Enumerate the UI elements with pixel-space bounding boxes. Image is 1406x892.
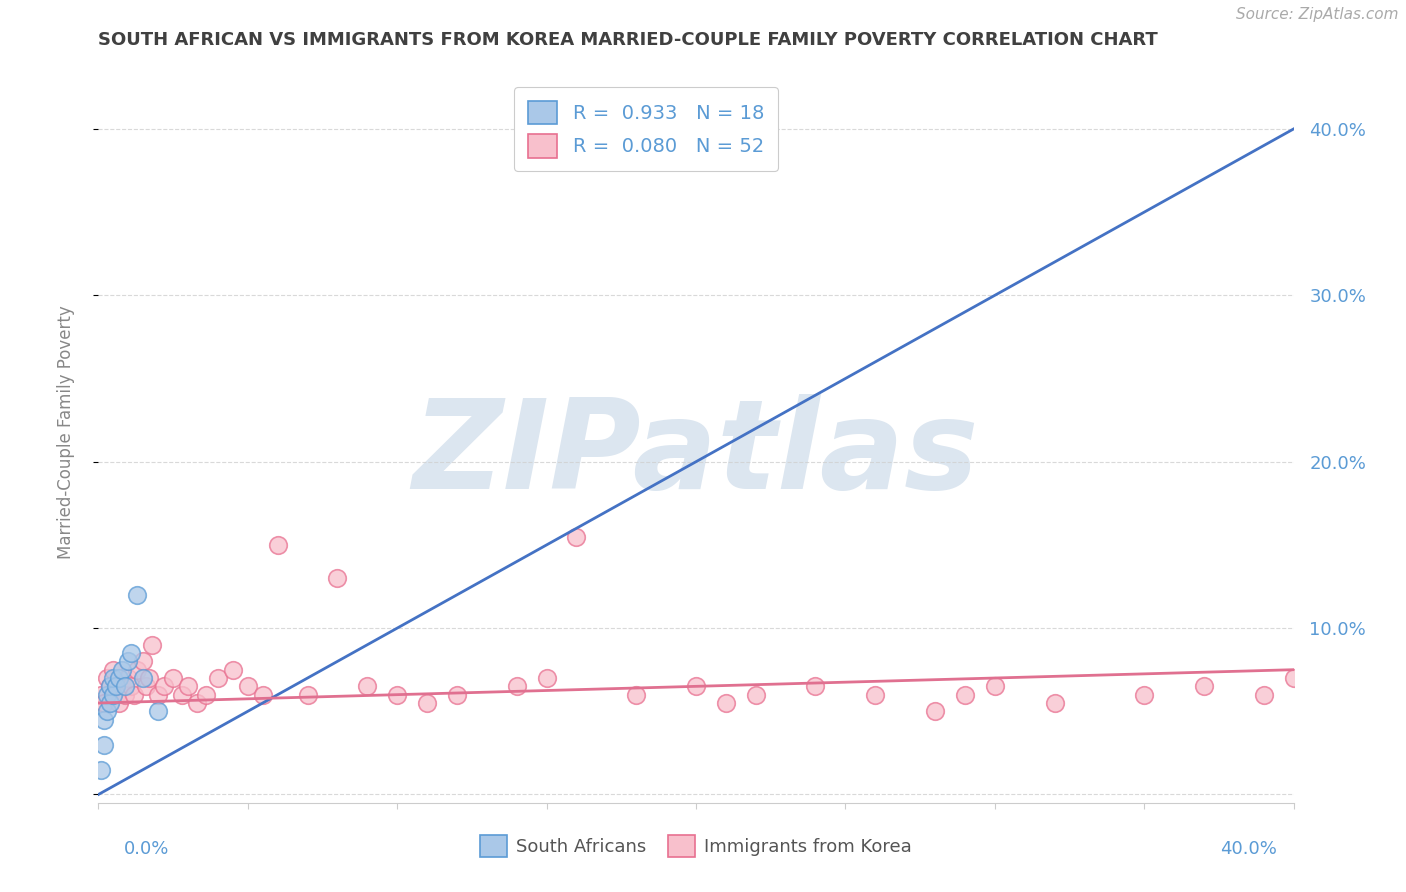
- Y-axis label: Married-Couple Family Poverty: Married-Couple Family Poverty: [56, 306, 75, 559]
- Point: [141, 638, 163, 652]
- Point: [1253, 688, 1275, 702]
- Point: [111, 663, 134, 677]
- Point: [745, 688, 768, 702]
- Point: [93, 738, 115, 752]
- Point: [177, 679, 200, 693]
- Point: [124, 688, 146, 702]
- Point: [865, 688, 887, 702]
- Point: [984, 679, 1007, 693]
- Point: [172, 688, 194, 702]
- Point: [446, 688, 468, 702]
- Point: [138, 671, 160, 685]
- Point: [117, 671, 139, 685]
- Point: [506, 679, 529, 693]
- Point: [120, 679, 142, 693]
- Point: [114, 679, 136, 693]
- Point: [385, 688, 409, 702]
- Point: [103, 663, 125, 677]
- Point: [105, 679, 128, 693]
- Point: [236, 679, 259, 693]
- Point: [105, 688, 128, 702]
- Point: [297, 688, 319, 702]
- Point: [98, 696, 122, 710]
- Point: [416, 696, 439, 710]
- Point: [132, 654, 155, 668]
- Point: [953, 688, 976, 702]
- Point: [132, 671, 155, 685]
- Text: 0.0%: 0.0%: [124, 840, 169, 858]
- Point: [96, 671, 118, 685]
- Point: [186, 696, 208, 710]
- Point: [326, 571, 349, 585]
- Text: Source: ZipAtlas.com: Source: ZipAtlas.com: [1236, 7, 1399, 22]
- Point: [135, 679, 157, 693]
- Point: [98, 679, 122, 693]
- Point: [924, 704, 946, 718]
- Point: [1133, 688, 1156, 702]
- Point: [626, 688, 648, 702]
- Point: [90, 688, 112, 702]
- Point: [108, 696, 131, 710]
- Point: [103, 671, 125, 685]
- Point: [207, 671, 229, 685]
- Point: [96, 704, 118, 718]
- Point: [120, 646, 142, 660]
- Point: [93, 696, 115, 710]
- Text: 40.0%: 40.0%: [1220, 840, 1277, 858]
- Point: [162, 671, 184, 685]
- Point: [1043, 696, 1066, 710]
- Point: [1282, 671, 1305, 685]
- Point: [108, 671, 131, 685]
- Point: [195, 688, 218, 702]
- Text: SOUTH AFRICAN VS IMMIGRANTS FROM KOREA MARRIED-COUPLE FAMILY POVERTY CORRELATION: SOUTH AFRICAN VS IMMIGRANTS FROM KOREA M…: [98, 31, 1159, 49]
- Point: [93, 713, 115, 727]
- Point: [114, 688, 136, 702]
- Point: [1192, 679, 1215, 693]
- Point: [148, 704, 170, 718]
- Point: [356, 679, 378, 693]
- Point: [267, 538, 290, 552]
- Point: [714, 696, 737, 710]
- Point: [127, 663, 149, 677]
- Point: [98, 679, 122, 693]
- Legend: South Africans, Immigrants from Korea: South Africans, Immigrants from Korea: [472, 828, 920, 864]
- Point: [804, 679, 827, 693]
- Point: [117, 654, 139, 668]
- Point: [90, 763, 112, 777]
- Point: [127, 588, 149, 602]
- Point: [222, 663, 245, 677]
- Text: ZIPatlas: ZIPatlas: [413, 394, 979, 516]
- Point: [111, 679, 134, 693]
- Point: [148, 688, 170, 702]
- Point: [252, 688, 274, 702]
- Point: [536, 671, 558, 685]
- Point: [153, 679, 176, 693]
- Point: [565, 530, 588, 544]
- Point: [685, 679, 707, 693]
- Point: [96, 688, 118, 702]
- Point: [103, 688, 125, 702]
